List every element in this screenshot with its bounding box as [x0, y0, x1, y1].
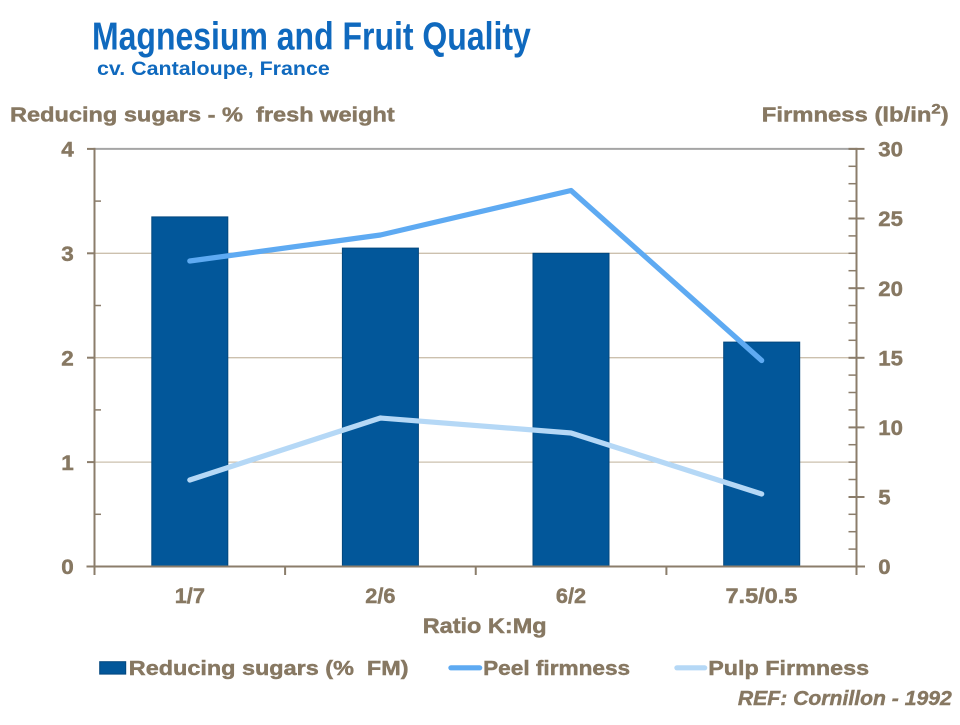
svg-text:7.5/0.5: 7.5/0.5: [725, 584, 797, 608]
svg-text:30: 30: [878, 137, 903, 161]
svg-text:REF: Cornillon - 1992: REF: Cornillon - 1992: [738, 688, 952, 710]
svg-text:0: 0: [61, 555, 73, 579]
svg-text:6/2: 6/2: [556, 584, 586, 608]
svg-text:0: 0: [878, 555, 890, 579]
svg-text:Pulp Firmness: Pulp Firmness: [708, 656, 869, 679]
svg-text:): ): [941, 103, 949, 126]
svg-text:2: 2: [61, 346, 73, 370]
svg-text:Reducing sugars (% FM): Reducing sugars (% FM): [129, 656, 409, 679]
svg-text:15: 15: [878, 346, 903, 370]
svg-text:25: 25: [878, 207, 903, 231]
svg-text:Magnesium and Fruit Quality: Magnesium and Fruit Quality: [92, 15, 531, 59]
svg-text:4: 4: [61, 137, 73, 161]
svg-text:10: 10: [878, 416, 903, 440]
svg-text:cv. Cantaloupe, France: cv. Cantaloupe, France: [97, 58, 330, 80]
svg-text:1: 1: [61, 450, 73, 474]
svg-text:Peel firmness: Peel firmness: [483, 656, 630, 680]
svg-text:20: 20: [878, 276, 903, 300]
svg-text:2: 2: [931, 102, 940, 117]
svg-text:Ratio K:Mg: Ratio K:Mg: [423, 614, 547, 638]
svg-text:5: 5: [878, 485, 890, 509]
svg-text:3: 3: [61, 242, 73, 266]
svg-text:1/7: 1/7: [175, 584, 205, 608]
svg-text:Reducing sugars - % fresh wei: Reducing sugars - % fresh weight: [10, 103, 395, 126]
svg-text:Firmness (lb/in: Firmness (lb/in: [762, 103, 932, 126]
svg-text:2/6: 2/6: [365, 584, 395, 608]
